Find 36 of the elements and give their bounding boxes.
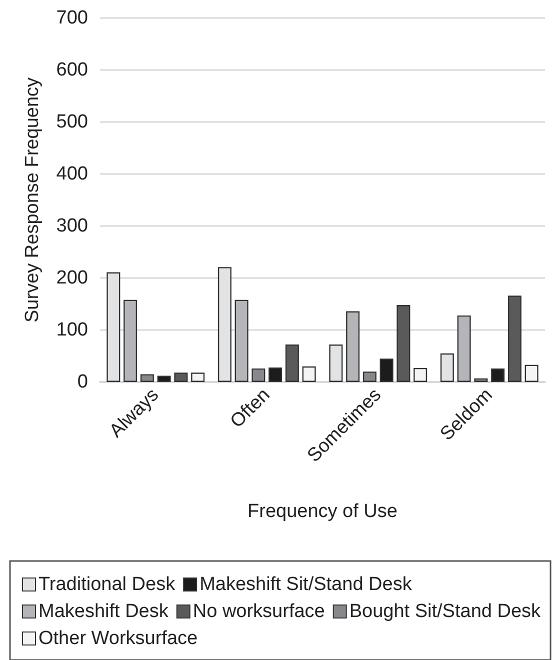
y-tick-label: 600 bbox=[56, 60, 88, 80]
bar bbox=[380, 358, 394, 382]
bar bbox=[346, 311, 360, 382]
bar bbox=[524, 364, 538, 382]
x-axis-title: Frequency of Use bbox=[248, 501, 398, 522]
legend-label: Traditional Desk bbox=[38, 574, 176, 595]
y-axis-title: Survey Response Frequency bbox=[22, 76, 43, 323]
bar bbox=[252, 368, 266, 382]
bar bbox=[457, 315, 471, 382]
y-tick-label: 200 bbox=[56, 268, 88, 288]
bar bbox=[157, 376, 171, 382]
y-tick-label: 700 bbox=[56, 8, 88, 28]
bar bbox=[124, 300, 138, 382]
bar bbox=[474, 378, 488, 382]
bar bbox=[491, 368, 505, 382]
legend-label: Other Worksurface bbox=[38, 628, 198, 649]
bar bbox=[268, 367, 282, 382]
bar bbox=[285, 344, 299, 382]
bar bbox=[140, 374, 154, 382]
bar bbox=[234, 300, 248, 382]
bar bbox=[302, 366, 316, 382]
y-tick-label: 300 bbox=[56, 216, 88, 236]
bar bbox=[396, 305, 410, 382]
y-tick-label: 0 bbox=[77, 372, 88, 392]
bar bbox=[414, 368, 428, 382]
legend-label: No worksurface bbox=[192, 601, 325, 622]
bar bbox=[191, 372, 205, 382]
y-tick-label: 500 bbox=[56, 112, 88, 132]
bar bbox=[362, 372, 376, 382]
y-tick-label: 400 bbox=[56, 164, 88, 184]
y-tick-label: 100 bbox=[56, 320, 88, 340]
legend-label: Makeshift Desk bbox=[38, 601, 169, 622]
bar bbox=[508, 296, 522, 382]
legend-label: Makeshift Sit/Stand Desk bbox=[200, 574, 412, 595]
legend-label: Bought Sit/Stand Desk bbox=[349, 601, 542, 622]
bar bbox=[174, 372, 188, 382]
